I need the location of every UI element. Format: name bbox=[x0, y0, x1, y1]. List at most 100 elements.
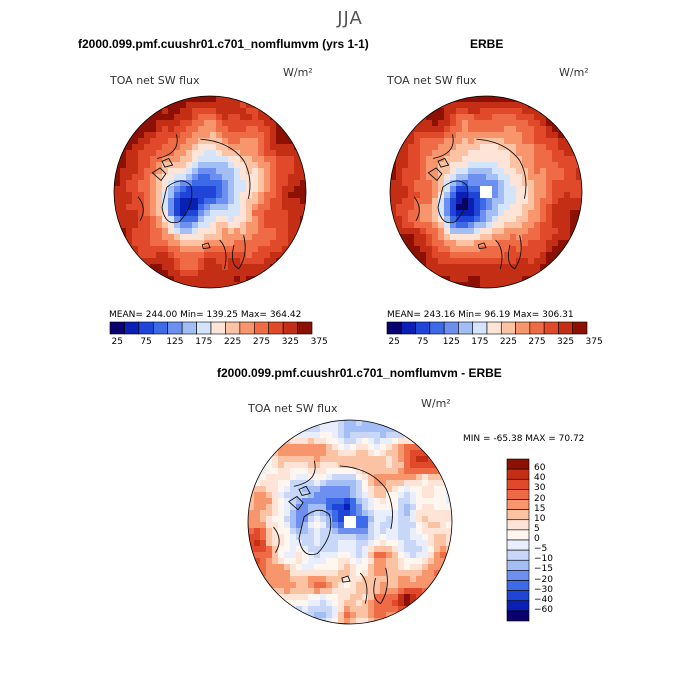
panel3-cell bbox=[296, 462, 303, 469]
colorbar-tick-label: −5 bbox=[534, 544, 548, 555]
panel1-cell bbox=[150, 162, 157, 169]
panel2-cell bbox=[534, 138, 541, 145]
panel2-cell bbox=[504, 168, 511, 175]
panel3-cell bbox=[326, 492, 333, 499]
panel1-cell bbox=[126, 222, 133, 229]
panel2-cell bbox=[480, 222, 487, 229]
panel2-cell bbox=[492, 258, 499, 265]
panel1-cell bbox=[300, 198, 306, 205]
panel1-cell bbox=[246, 114, 253, 121]
panel1-cell bbox=[150, 108, 157, 115]
panel2-cell bbox=[504, 270, 511, 277]
panel2-cell bbox=[534, 162, 541, 169]
panel3-cell bbox=[440, 570, 447, 577]
panel3-cell bbox=[434, 516, 441, 523]
panel2-cell bbox=[522, 120, 529, 127]
panel2-cell bbox=[492, 270, 499, 277]
panel3-cell bbox=[374, 594, 381, 601]
panel3-cell bbox=[296, 600, 303, 607]
panel2-cell bbox=[456, 102, 463, 109]
panel2-cell bbox=[438, 162, 445, 169]
panel2-cell bbox=[438, 234, 445, 241]
panel2-cell bbox=[534, 210, 541, 217]
panel3-cell bbox=[290, 426, 297, 433]
panel3-cell bbox=[434, 546, 441, 553]
panel2-cell bbox=[528, 126, 535, 133]
panel1-cell bbox=[264, 156, 271, 163]
panel3-cell bbox=[350, 486, 357, 493]
panel3-cell bbox=[248, 504, 255, 511]
panel3-cell bbox=[434, 456, 441, 463]
panel1-cell bbox=[246, 240, 253, 247]
panel2-cell bbox=[492, 246, 499, 253]
panel3-cell bbox=[284, 576, 291, 583]
panel3-cell bbox=[410, 564, 417, 571]
panel2-cell bbox=[504, 282, 511, 288]
panel2-cell bbox=[510, 108, 517, 115]
panel2-cell bbox=[528, 114, 535, 121]
panel1-cell bbox=[150, 174, 157, 181]
panel3-cell bbox=[302, 564, 309, 571]
colorbar-tick-label: 25 bbox=[388, 337, 400, 347]
panel3-cell bbox=[392, 504, 399, 511]
panel3-cell bbox=[302, 540, 309, 547]
panel1-cell bbox=[132, 198, 139, 205]
panel2-cell bbox=[426, 168, 433, 175]
panel2-cell bbox=[546, 192, 553, 199]
panel2-cell bbox=[528, 258, 535, 265]
panel2-cell bbox=[528, 222, 535, 229]
panel2-cell bbox=[456, 240, 463, 247]
panel2-cell bbox=[504, 204, 511, 211]
panel3-cell bbox=[374, 438, 381, 445]
panel2-coastline bbox=[427, 167, 443, 182]
panel2-cell bbox=[492, 192, 499, 199]
panel1-cell bbox=[234, 222, 241, 229]
panel3-cell bbox=[278, 498, 285, 505]
panel1-cell bbox=[222, 228, 229, 235]
panel2-cell bbox=[492, 150, 499, 157]
panel3-cell bbox=[410, 576, 417, 583]
panel1-cell bbox=[120, 216, 127, 223]
panel1-cell bbox=[192, 192, 199, 199]
panel3-cell bbox=[332, 570, 339, 577]
panel2-cell bbox=[474, 276, 481, 283]
panel2-colorbar-swatch bbox=[515, 321, 531, 335]
panel3-cell bbox=[416, 438, 423, 445]
panel2-cell bbox=[462, 108, 469, 115]
panel2-cell bbox=[414, 180, 421, 187]
panel3-cell bbox=[302, 468, 309, 475]
panel2-coastline bbox=[495, 239, 503, 269]
panel1-cell bbox=[198, 240, 205, 247]
panel1-cell bbox=[276, 168, 283, 175]
panel3-cell bbox=[374, 540, 381, 547]
panel2-cell bbox=[516, 120, 523, 127]
panel3-cell bbox=[326, 468, 333, 475]
panel2-cell bbox=[408, 228, 415, 235]
panel1-cell bbox=[144, 270, 151, 277]
panel3-cell bbox=[350, 606, 357, 613]
panel1-cell bbox=[252, 138, 259, 145]
panel1-cell bbox=[132, 162, 139, 169]
panel2-cell bbox=[546, 108, 553, 115]
panel2-cell bbox=[558, 252, 565, 259]
panel1-cell bbox=[264, 252, 271, 259]
panel3-cell bbox=[290, 498, 297, 505]
panel1-cell bbox=[222, 108, 229, 115]
panel3-cell bbox=[314, 552, 321, 559]
panel2-cell bbox=[564, 228, 571, 235]
panel2-cell bbox=[432, 264, 439, 271]
panel3-cell bbox=[350, 504, 357, 511]
panel2-cell bbox=[438, 216, 445, 223]
panel2-cell bbox=[456, 228, 463, 235]
panel3-cell bbox=[314, 570, 321, 577]
panel3-cell bbox=[380, 462, 387, 469]
panel2-cell bbox=[462, 150, 469, 157]
panel1-cell bbox=[174, 102, 181, 109]
panel3-cell bbox=[302, 462, 309, 469]
panel3-cell bbox=[446, 516, 452, 523]
panel3-cell bbox=[434, 570, 441, 577]
panel1-cell bbox=[198, 132, 205, 139]
panel1-cell bbox=[150, 180, 157, 187]
panel3-cell bbox=[332, 432, 339, 439]
panel2-cell bbox=[552, 222, 559, 229]
